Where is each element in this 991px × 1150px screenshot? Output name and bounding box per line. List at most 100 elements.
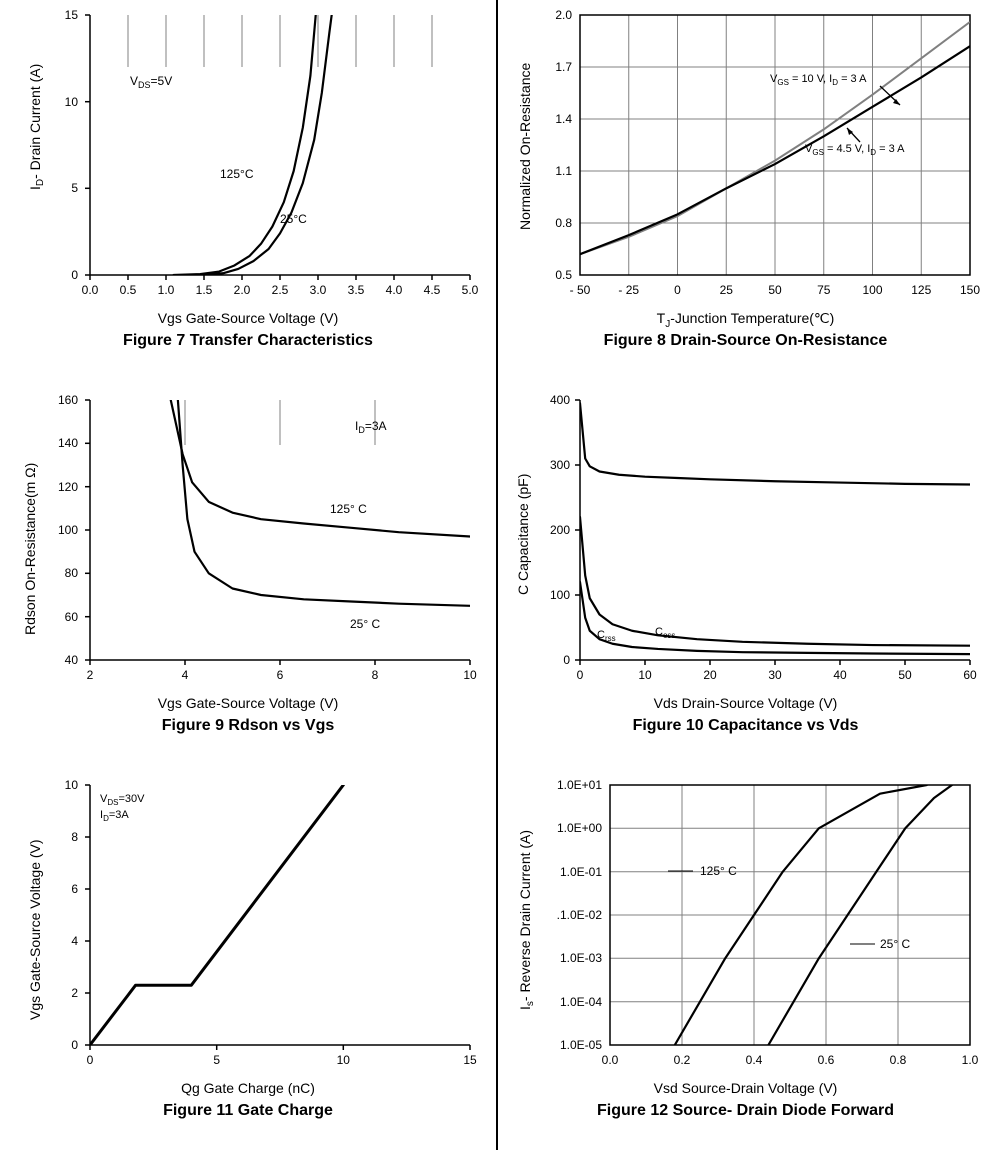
fig8-caption: Figure 8 Drain-Source On-Resistance (500, 332, 991, 350)
fig12-caption: Figure 12 Source- Drain Diode Forward (500, 1102, 991, 1120)
svg-text:100: 100 (862, 283, 882, 297)
svg-text:8: 8 (71, 830, 78, 844)
fig7-annot-25c: 25°C (280, 212, 307, 226)
fig7-annot-vds: VDS=5V (130, 74, 172, 90)
svg-text:1.0E+01: 1.0E+01 (557, 778, 602, 792)
fig9-grid (185, 400, 375, 445)
svg-text:10: 10 (65, 95, 79, 109)
fig11-annot-id: ID=3A (100, 809, 129, 823)
svg-text:1.0E-01: 1.0E-01 (560, 865, 602, 879)
svg-text:80: 80 (65, 566, 79, 580)
svg-text:140: 140 (58, 436, 78, 450)
svg-text:4: 4 (71, 934, 78, 948)
svg-text:20: 20 (703, 668, 717, 682)
svg-text:15: 15 (65, 8, 79, 22)
svg-text:- 25: - 25 (618, 283, 639, 297)
svg-text:2.5: 2.5 (272, 283, 289, 297)
svg-text:0.8: 0.8 (555, 216, 572, 230)
fig10-xticks: 0 10 20 30 40 50 60 (577, 660, 977, 682)
svg-text:2.0: 2.0 (555, 8, 572, 22)
fig12-xticks: 0.0 0.2 0.4 0.6 0.8 1.0 (602, 1053, 979, 1067)
svg-text:2.0: 2.0 (234, 283, 251, 297)
fig10-cell: 0 100 200 300 400 0 10 20 30 40 50 60 (500, 385, 991, 765)
fig7-grid (128, 15, 432, 67)
fig7-caption: Figure 7 Transfer Characteristics (0, 332, 496, 350)
fig8-xticks: - 50 - 25 0 25 50 75 100 125 150 (570, 283, 981, 297)
fig8-annot-10v: VGS = 10 V, ID = 3 A (770, 73, 867, 87)
svg-text:2: 2 (87, 668, 94, 682)
svg-text:1.5: 1.5 (196, 283, 213, 297)
fig10-curve-coss (580, 517, 970, 646)
fig11-ylabel: Vgs Gate-Source Voltage (V) (27, 839, 43, 1020)
svg-text:1.0E-03: 1.0E-03 (560, 951, 602, 965)
svg-text:25: 25 (720, 283, 734, 297)
fig12-xlabel: Vsd Source-Drain Voltage (V) (500, 1080, 991, 1096)
svg-text:1.7: 1.7 (555, 60, 572, 74)
fig11-xticks: 0 5 10 15 (87, 1045, 477, 1067)
fig10-label-crss: Crss (597, 629, 616, 643)
svg-text:6: 6 (277, 668, 284, 682)
fig12-annot-125c: 125° C (700, 864, 737, 878)
svg-text:4.0: 4.0 (386, 283, 403, 297)
svg-text:300: 300 (550, 458, 570, 472)
svg-text:50: 50 (768, 283, 782, 297)
svg-text:.1.0E-02: .1.0E-02 (557, 908, 603, 922)
fig11-caption: Figure 11 Gate Charge (0, 1102, 496, 1120)
fig9-annot-25c: 25° C (350, 617, 380, 631)
svg-text:100: 100 (550, 588, 570, 602)
fig8-grid (580, 15, 970, 275)
fig9-curve-25c (178, 400, 470, 606)
svg-text:1.0E-04: 1.0E-04 (560, 995, 602, 1009)
fig9-curve-125c (171, 400, 470, 537)
svg-text:40: 40 (833, 668, 847, 682)
fig10-yticks: 0 100 200 300 400 (550, 393, 580, 667)
svg-text:10: 10 (638, 668, 652, 682)
fig11-cell: 0 2 4 6 8 10 0 5 10 15 VDS=30V ID=3A Vgs… (0, 770, 496, 1150)
svg-text:10: 10 (463, 668, 477, 682)
fig9-caption: Figure 9 Rdson vs Vgs (0, 717, 496, 735)
fig11-curve (90, 785, 343, 1045)
svg-text:2: 2 (71, 986, 78, 1000)
svg-text:120: 120 (58, 480, 78, 494)
fig8-ylabel: Normalized On-Resistance (517, 63, 533, 230)
svg-text:0: 0 (87, 1053, 94, 1067)
fig10-caption: Figure 10 Capacitance vs Vds (500, 717, 991, 735)
svg-text:10: 10 (65, 778, 79, 792)
svg-text:0.6: 0.6 (818, 1053, 835, 1067)
svg-text:0: 0 (71, 1038, 78, 1052)
fig10-xlabel: Vds Drain-Source Voltage (V) (500, 695, 991, 711)
fig8-yticks: 0.5 0.8 1.1 1.4 1.7 2.0 (555, 8, 572, 282)
fig9-xticks: 2 4 6 8 10 (87, 660, 477, 682)
fig8-annot-4p5v: VGS = 4.5 V, ID = 3 A (805, 143, 905, 157)
svg-text:60: 60 (963, 668, 977, 682)
fig10-svg: 0 100 200 300 400 0 10 20 30 40 50 60 (500, 385, 991, 725)
svg-text:160: 160 (58, 393, 78, 407)
svg-text:4.5: 4.5 (424, 283, 441, 297)
fig11-annot-vds: VDS=30V (100, 793, 145, 807)
svg-text:0.5: 0.5 (555, 268, 572, 282)
fig12-annot-25c: 25° C (880, 937, 910, 951)
fig12-cell: 1.0E-05 1.0E-04 1.0E-03 .1.0E-02 1.0E-01… (500, 770, 991, 1150)
svg-text:4: 4 (182, 668, 189, 682)
svg-text:10: 10 (337, 1053, 351, 1067)
fig10-ylabel: C Capacitance (pF) (515, 474, 531, 595)
fig12-ylabel: Is- Reverse Drain Current (A) (517, 830, 536, 1010)
fig10-curve-ciss (580, 403, 970, 484)
fig9-cell: 40 60 80 100 120 140 160 2 4 6 8 10 ID=3… (0, 385, 496, 765)
svg-text:400: 400 (550, 393, 570, 407)
svg-text:0.0: 0.0 (82, 283, 99, 297)
vertical-divider (496, 0, 498, 1150)
fig7-svg: 0 5 10 15 0.0 0.5 1.0 1.5 2.0 2.5 3.0 3.… (0, 0, 496, 340)
svg-text:1.1: 1.1 (555, 164, 572, 178)
svg-text:0: 0 (563, 653, 570, 667)
svg-text:0: 0 (577, 668, 584, 682)
svg-text:3.0: 3.0 (310, 283, 327, 297)
svg-text:1.0: 1.0 (962, 1053, 979, 1067)
svg-text:8: 8 (372, 668, 379, 682)
svg-text:30: 30 (768, 668, 782, 682)
svg-text:50: 50 (898, 668, 912, 682)
fig9-annot-id: ID=3A (355, 419, 387, 435)
fig11-svg: 0 2 4 6 8 10 0 5 10 15 VDS=30V ID=3A Vgs… (0, 770, 496, 1110)
svg-text:200: 200 (550, 523, 570, 537)
svg-text:0.8: 0.8 (890, 1053, 907, 1067)
